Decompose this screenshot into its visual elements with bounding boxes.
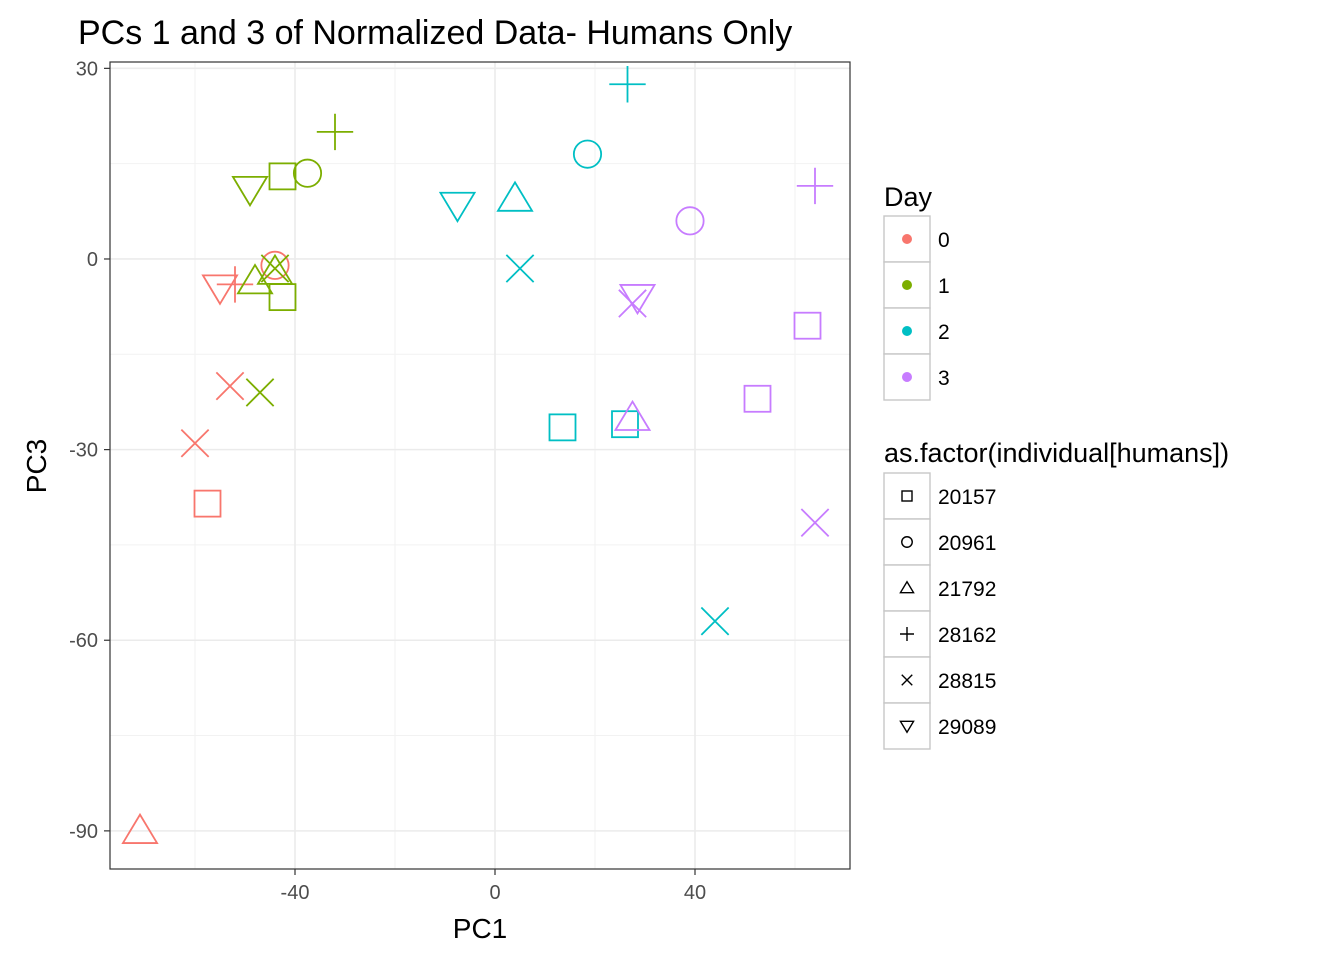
- legend-key-dot: [902, 326, 912, 336]
- plot-panel: [110, 62, 850, 869]
- legend-key-dot: [902, 234, 912, 244]
- minor-gridlines: [110, 62, 850, 869]
- x-tick-label: 40: [684, 882, 706, 904]
- legend-key-triangle-down-icon: [899, 720, 915, 734]
- data-point: [245, 378, 275, 407]
- y-axis-title: PC3: [21, 439, 52, 493]
- x-axis-title: PC1: [453, 913, 507, 944]
- legend-key-square-icon: [901, 490, 913, 502]
- data-point: [438, 191, 477, 223]
- data-point: [260, 250, 290, 280]
- data-point: [216, 266, 254, 303]
- day-legend-title: Day: [884, 182, 933, 212]
- data-point: [215, 371, 245, 401]
- individual-legend-label: 20961: [938, 532, 996, 555]
- legend-key-box: [883, 472, 931, 520]
- individual-legend-title: as.factor(individual[humans]): [884, 438, 1229, 468]
- day-legend-label: 1: [938, 275, 950, 298]
- x-tick-label: 0: [489, 882, 500, 904]
- individual-legend-label: 28815: [938, 670, 996, 693]
- data-point: [231, 175, 269, 208]
- individual-legend: as.factor(individual[humans]) 20157 20961…: [883, 438, 1229, 750]
- day-legend-label: 0: [938, 229, 950, 252]
- legend-key-circle-icon: [901, 536, 913, 548]
- data-point: [316, 113, 354, 151]
- day-legend-label: 2: [938, 321, 950, 344]
- data-point: [618, 284, 657, 316]
- data-points: [121, 66, 834, 844]
- data-point: [260, 254, 290, 283]
- plot-border: [109, 61, 851, 870]
- data-point: [609, 66, 646, 103]
- data-point: [201, 274, 239, 306]
- y-tick-label: -90: [69, 821, 98, 843]
- data-point: [256, 253, 294, 285]
- individual-legend-label: 29089: [938, 716, 996, 739]
- legend-key-dot: [902, 280, 912, 290]
- y-tick-label: 0: [87, 249, 98, 271]
- legend-key-cross-icon: [901, 674, 913, 686]
- data-point: [572, 139, 603, 169]
- data-point: [121, 812, 159, 844]
- day-legend: Day 0 1 2 3: [883, 182, 950, 401]
- data-point: [611, 410, 639, 439]
- legend-key-plus-icon: [900, 627, 914, 641]
- y-axis-ticks: 30 0 -30 -60 -90: [69, 58, 110, 843]
- individual-legend-label: 28162: [938, 624, 996, 647]
- data-point: [193, 489, 222, 518]
- data-point: [675, 206, 705, 236]
- legend-key-box: [883, 564, 931, 612]
- x-axis-ticks: -40 0 40: [281, 869, 706, 904]
- data-point: [793, 311, 822, 340]
- data-point: [743, 384, 772, 413]
- data-point: [796, 167, 834, 205]
- data-point: [496, 180, 534, 212]
- y-tick-label: -60: [69, 630, 98, 652]
- data-point: [268, 162, 297, 191]
- day-legend-label: 3: [938, 367, 950, 390]
- individual-legend-label: 21792: [938, 578, 996, 601]
- x-tick-label: -40: [281, 882, 310, 904]
- data-point: [505, 254, 535, 283]
- y-tick-label: 30: [76, 58, 98, 80]
- legend-key-box: [883, 702, 931, 750]
- y-tick-label: -30: [69, 440, 98, 462]
- legend-key-dot: [902, 372, 912, 382]
- legend-key-box: [883, 518, 931, 566]
- legend-key-triangle-icon: [899, 580, 915, 594]
- individual-legend-label: 20157: [938, 486, 996, 509]
- major-gridlines: [110, 62, 850, 869]
- data-point: [800, 508, 830, 537]
- data-point: [548, 413, 577, 442]
- chart-title: PCs 1 and 3 of Normalized Data- Humans O…: [78, 14, 792, 52]
- data-point: [292, 158, 323, 188]
- data-point: [180, 428, 210, 458]
- data-point: [700, 606, 730, 636]
- data-point: [613, 399, 652, 431]
